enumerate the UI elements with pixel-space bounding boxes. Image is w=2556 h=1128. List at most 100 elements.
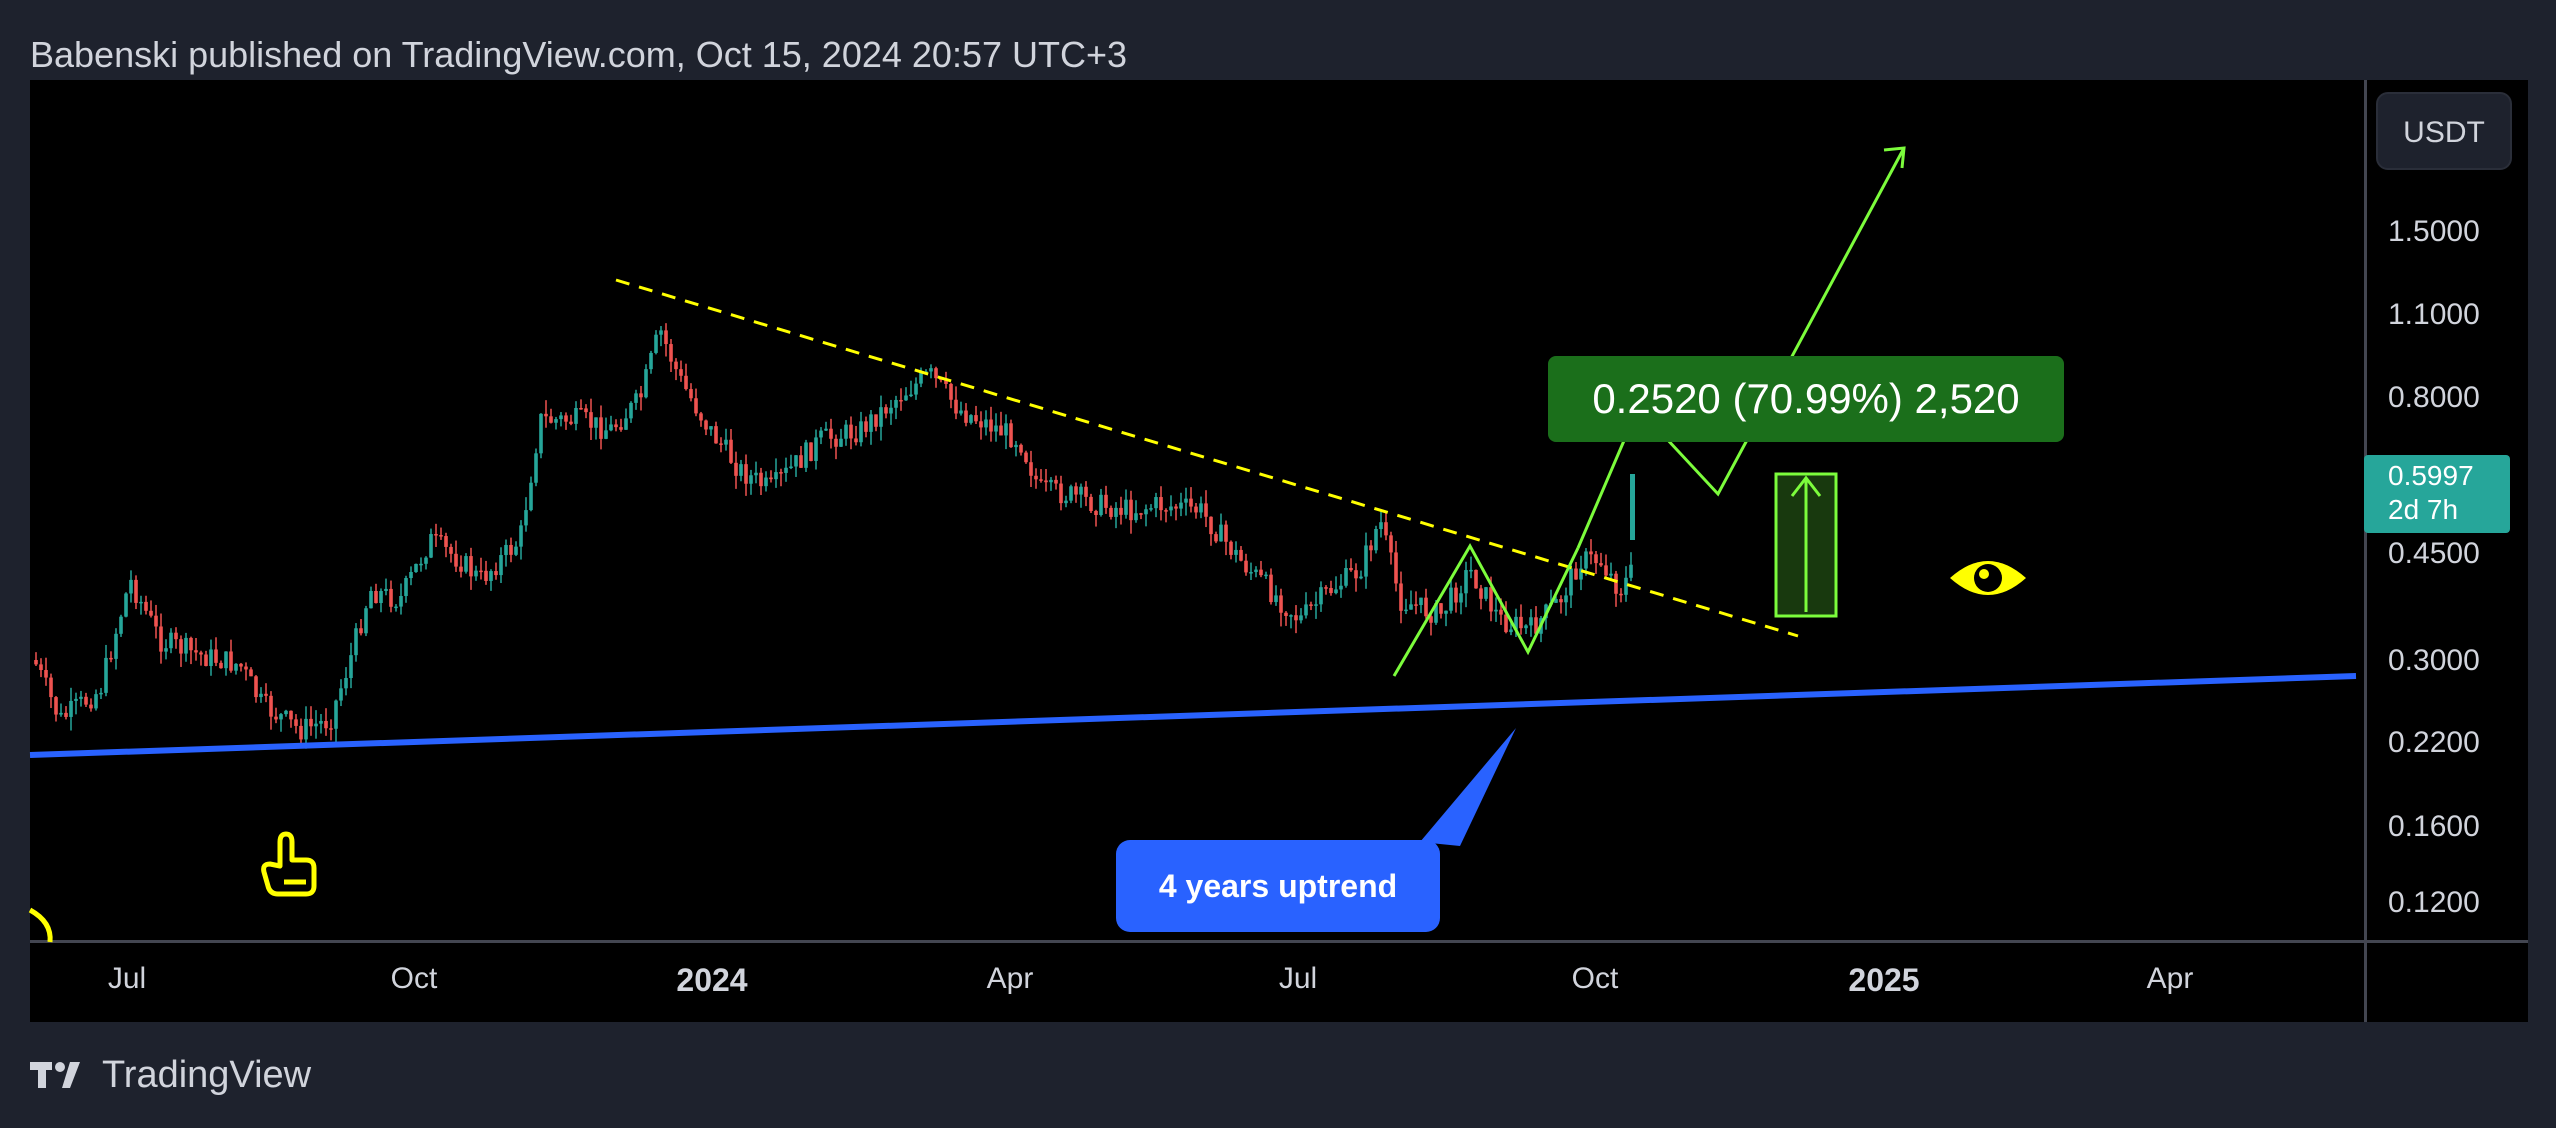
candle-body bbox=[1559, 599, 1563, 603]
candle-body bbox=[49, 677, 53, 698]
last-price-value: 0.5997 bbox=[2388, 460, 2474, 491]
candle-body bbox=[649, 352, 653, 370]
candle-body bbox=[359, 628, 363, 634]
time-tick-year: 2025 bbox=[1848, 962, 1920, 998]
candle-body bbox=[1059, 483, 1063, 504]
candle-body bbox=[349, 655, 353, 679]
candle-body bbox=[1119, 507, 1123, 515]
candle-body bbox=[709, 426, 713, 430]
candle-body bbox=[279, 714, 283, 720]
candle-body bbox=[849, 424, 853, 439]
candle-body bbox=[919, 372, 923, 384]
candle-body bbox=[494, 571, 498, 576]
candle-body bbox=[614, 424, 618, 428]
candle-body bbox=[164, 648, 168, 652]
candle-body bbox=[1114, 507, 1118, 517]
candle-body bbox=[394, 606, 398, 609]
candle-body bbox=[639, 393, 643, 398]
candle-body bbox=[1139, 513, 1143, 515]
price-tick: 0.1200 bbox=[2388, 886, 2480, 919]
candle-body bbox=[624, 418, 628, 430]
candle-body bbox=[404, 578, 408, 597]
candle-body bbox=[684, 375, 688, 390]
candle-body bbox=[1369, 545, 1373, 551]
candle-body bbox=[1324, 587, 1328, 589]
candle-body bbox=[79, 696, 83, 699]
candle-body bbox=[1019, 444, 1023, 453]
candle-body bbox=[1344, 568, 1348, 586]
candle-body bbox=[1414, 604, 1418, 606]
currency-button[interactable]: USDT bbox=[2376, 92, 2512, 170]
candle-body bbox=[674, 361, 678, 370]
time-axis[interactable] bbox=[30, 940, 2364, 1022]
candle-body bbox=[254, 676, 258, 698]
candle-body bbox=[334, 700, 338, 729]
candle-body bbox=[619, 427, 623, 430]
time-tick: Jul bbox=[107, 962, 147, 995]
candle-body bbox=[84, 696, 88, 705]
candle-body bbox=[309, 718, 313, 727]
candle-body bbox=[339, 688, 343, 701]
candle-body bbox=[1089, 496, 1093, 511]
candle-body bbox=[964, 410, 968, 423]
candle-body bbox=[1329, 587, 1333, 594]
candle-body bbox=[184, 637, 188, 654]
candle-body bbox=[1029, 462, 1033, 476]
time-tick-year: 2024 bbox=[676, 962, 748, 998]
candle-body bbox=[484, 570, 488, 581]
candle-body bbox=[144, 601, 148, 611]
candle-body bbox=[974, 415, 978, 422]
candle-body bbox=[1499, 609, 1503, 615]
candle-body bbox=[1444, 610, 1448, 614]
projection-arrowhead bbox=[1883, 146, 1906, 169]
candle-body bbox=[209, 649, 213, 667]
candle-body bbox=[414, 563, 418, 573]
candle-body bbox=[514, 546, 518, 555]
candle-body bbox=[654, 334, 658, 353]
candle-body bbox=[774, 472, 778, 480]
descending-trendline bbox=[615, 278, 1799, 638]
candle-body bbox=[1630, 474, 1635, 540]
price-tick: 1.1000 bbox=[2388, 298, 2480, 331]
candle-body bbox=[814, 437, 818, 461]
candle-body bbox=[729, 439, 733, 463]
candle-body bbox=[879, 407, 883, 427]
candle-body bbox=[1174, 506, 1178, 509]
candle-body bbox=[499, 555, 503, 576]
candle-body bbox=[784, 467, 788, 473]
candle-body bbox=[419, 563, 423, 566]
candle-body bbox=[669, 344, 673, 362]
candle-body bbox=[289, 710, 293, 720]
candle-body bbox=[1574, 568, 1578, 580]
candle-body bbox=[1214, 534, 1218, 542]
candle-body bbox=[834, 438, 838, 447]
uptrend-line bbox=[29, 673, 2357, 758]
candle-body bbox=[1599, 563, 1603, 566]
candle-body bbox=[1034, 475, 1038, 480]
candle-body bbox=[1619, 593, 1623, 596]
candle-body bbox=[1204, 503, 1208, 517]
candle-body bbox=[204, 654, 208, 667]
candle-body bbox=[1404, 609, 1408, 612]
candle-body bbox=[454, 553, 458, 567]
candle-body bbox=[1454, 587, 1458, 603]
last-price-label: 0.5997 2d 7h bbox=[2364, 455, 2510, 533]
footer-brand[interactable]: TradingView bbox=[30, 1050, 311, 1100]
candle-body bbox=[1439, 603, 1443, 614]
candle-body bbox=[749, 475, 753, 484]
candle-body bbox=[569, 421, 573, 424]
candle-body bbox=[659, 330, 663, 335]
candle-body bbox=[1104, 494, 1108, 508]
candle-body bbox=[1064, 500, 1068, 504]
candle-body bbox=[1374, 529, 1378, 551]
candle-body bbox=[1124, 499, 1128, 515]
candle-body bbox=[779, 472, 783, 474]
candle-body bbox=[469, 556, 473, 577]
candle-body bbox=[1299, 615, 1303, 621]
candle-body bbox=[319, 720, 323, 724]
candle-body bbox=[1024, 452, 1028, 463]
candle-body bbox=[389, 588, 393, 607]
candle-body bbox=[129, 579, 133, 594]
candle-body bbox=[134, 579, 138, 603]
candle-body bbox=[1449, 587, 1453, 611]
